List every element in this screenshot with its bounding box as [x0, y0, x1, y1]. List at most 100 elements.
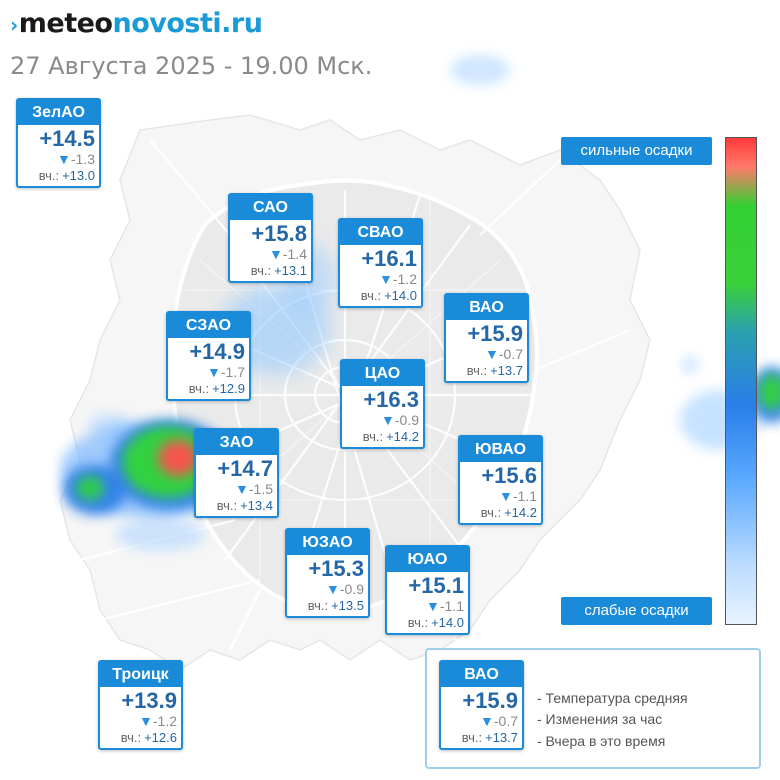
district-card-yuzao: ЮЗАО +15.3 ▼-0.9 вч.: +13.5: [285, 528, 370, 618]
precip-red-area: [158, 440, 198, 476]
yesterday-label: вч.:: [216, 498, 238, 513]
scale-label-heavy: сильные осадки: [561, 137, 712, 165]
district-card-cao: ЦАО +16.3 ▼-0.9 вч.: +14.2: [340, 359, 425, 449]
district-name: ЮЗАО: [287, 530, 368, 555]
district-card-zelao: ЗелАО +14.5 ▼-1.3 вч.: +13.0: [16, 98, 101, 188]
district-name: ВАО: [446, 295, 527, 320]
district-temp: +14.9: [189, 339, 245, 364]
down-triangle-icon: ▼: [379, 271, 393, 287]
district-temp: +15.9: [467, 321, 523, 346]
yesterday-label: вч.:: [360, 288, 382, 303]
brand-part-meteo: meteo: [18, 8, 113, 39]
district-change: -1.1: [512, 488, 537, 504]
district-change: -1.7: [220, 364, 245, 380]
down-triangle-icon: ▼: [269, 246, 283, 262]
district-change: -1.3: [70, 151, 95, 167]
district-card-sao: САО +15.8 ▼-1.4 вч.: +13.1: [228, 193, 313, 283]
legend-temp-desc: - Температура средняя: [537, 690, 688, 706]
district-card-vao: ВАО +15.9 ▼-0.7 вч.: +13.7: [444, 293, 529, 383]
district-change: -0.9: [339, 581, 364, 597]
district-card-yuvao: ЮВАО +15.6 ▼-1.1 вч.: +14.2: [458, 435, 543, 525]
district-temp: +16.1: [361, 246, 417, 271]
down-triangle-icon: ▼: [57, 151, 71, 167]
district-name: ЮВАО: [460, 437, 541, 462]
district-yesterday: +14.0: [431, 615, 464, 630]
district-yesterday: +13.7: [490, 363, 523, 378]
down-triangle-icon: ▼: [426, 598, 440, 614]
yesterday-label: вч.:: [188, 381, 210, 396]
district-temp: +15.9: [462, 688, 518, 713]
yesterday-label: вч.:: [250, 263, 272, 278]
district-yesterday: +13.1: [274, 263, 307, 278]
district-yesterday: +12.9: [212, 381, 245, 396]
district-change: -0.7: [493, 713, 518, 729]
district-yesterday: +13.7: [485, 730, 518, 745]
yesterday-label: вч.:: [120, 730, 142, 745]
down-triangle-icon: ▼: [139, 713, 153, 729]
district-name: ЮАО: [387, 547, 468, 572]
district-temp: +16.3: [363, 387, 419, 412]
brand-logo: ›meteonovosti.ru: [10, 6, 263, 43]
district-yesterday: +14.0: [384, 288, 417, 303]
district-change: -1.1: [439, 598, 464, 614]
district-card-zao: ЗАО +14.7 ▼-1.5 вч.: +13.4: [194, 428, 279, 518]
down-triangle-icon: ▼: [480, 713, 494, 729]
precipitation-scale-bar: [725, 137, 757, 625]
district-yesterday: +12.6: [144, 730, 177, 745]
district-temp: +13.9: [121, 688, 177, 713]
legend-change-desc: - Изменения за час: [537, 711, 663, 727]
district-card-yuao: ЮАО +15.1 ▼-1.1 вч.: +14.0: [385, 545, 470, 635]
district-temp: +14.7: [217, 456, 273, 481]
down-triangle-icon: ▼: [381, 412, 395, 428]
district-temp: +15.3: [308, 556, 364, 581]
district-name: Троицк: [100, 662, 181, 687]
district-name: ВАО: [441, 662, 522, 687]
forecast-date: 27 Августа 2025 - 19.00 Мск.: [10, 52, 373, 80]
district-name: СЗАО: [168, 313, 249, 338]
district-name: СВАО: [340, 220, 421, 245]
district-change: -1.2: [392, 271, 417, 287]
district-temp: +14.5: [39, 126, 95, 151]
yesterday-label: вч.:: [307, 598, 329, 613]
down-triangle-icon: ▼: [485, 346, 499, 362]
legend-sample-card: ВАО +15.9 ▼-0.7 вч.: +13.7: [439, 660, 524, 750]
district-change: -1.2: [152, 713, 177, 729]
district-yesterday: +14.2: [386, 429, 419, 444]
district-card-svao: СВАО +16.1 ▼-1.2 вч.: +14.0: [338, 218, 423, 308]
district-name: ЦАО: [342, 361, 423, 386]
yesterday-label: вч.:: [362, 429, 384, 444]
down-triangle-icon: ▼: [499, 488, 513, 504]
down-triangle-icon: ▼: [326, 581, 340, 597]
district-change: -1.5: [248, 481, 273, 497]
district-yesterday: +13.5: [331, 598, 364, 613]
precip-green-area: [76, 476, 104, 500]
precip-light-blue-area: [115, 519, 205, 551]
yesterday-label: вч.:: [407, 615, 429, 630]
district-temp: +15.1: [408, 573, 464, 598]
yesterday-label: вч.:: [38, 168, 60, 183]
brand-part-novosti: novosti.ru: [112, 8, 263, 39]
precip-light-blue-area: [450, 55, 510, 85]
precip-green-area: [759, 374, 780, 410]
district-temp: +15.8: [251, 221, 307, 246]
legend-yesterday-desc: - Вчера в это время: [537, 733, 666, 749]
yesterday-label: вч.:: [466, 363, 488, 378]
district-name: ЗАО: [196, 430, 277, 455]
district-card-szao: СЗАО +14.9 ▼-1.7 вч.: +12.9: [166, 311, 251, 401]
district-name: САО: [230, 195, 311, 220]
district-yesterday: +14.2: [504, 505, 537, 520]
district-yesterday: +13.0: [62, 168, 95, 183]
logo-chevron-icon: ›: [10, 13, 18, 37]
district-yesterday: +13.4: [240, 498, 273, 513]
district-name: ЗелАО: [18, 100, 99, 125]
yesterday-label: вч.:: [461, 730, 483, 745]
district-temp: +15.6: [481, 463, 537, 488]
down-triangle-icon: ▼: [235, 481, 249, 497]
district-change: -0.9: [394, 412, 419, 428]
district-change: -0.7: [498, 346, 523, 362]
down-triangle-icon: ▼: [207, 364, 221, 380]
precip-light-blue-area: [682, 357, 698, 373]
yesterday-label: вч.:: [480, 505, 502, 520]
scale-label-light: слабые осадки: [561, 597, 712, 625]
district-card-troitsk: Троицк +13.9 ▼-1.2 вч.: +12.6: [98, 660, 183, 750]
